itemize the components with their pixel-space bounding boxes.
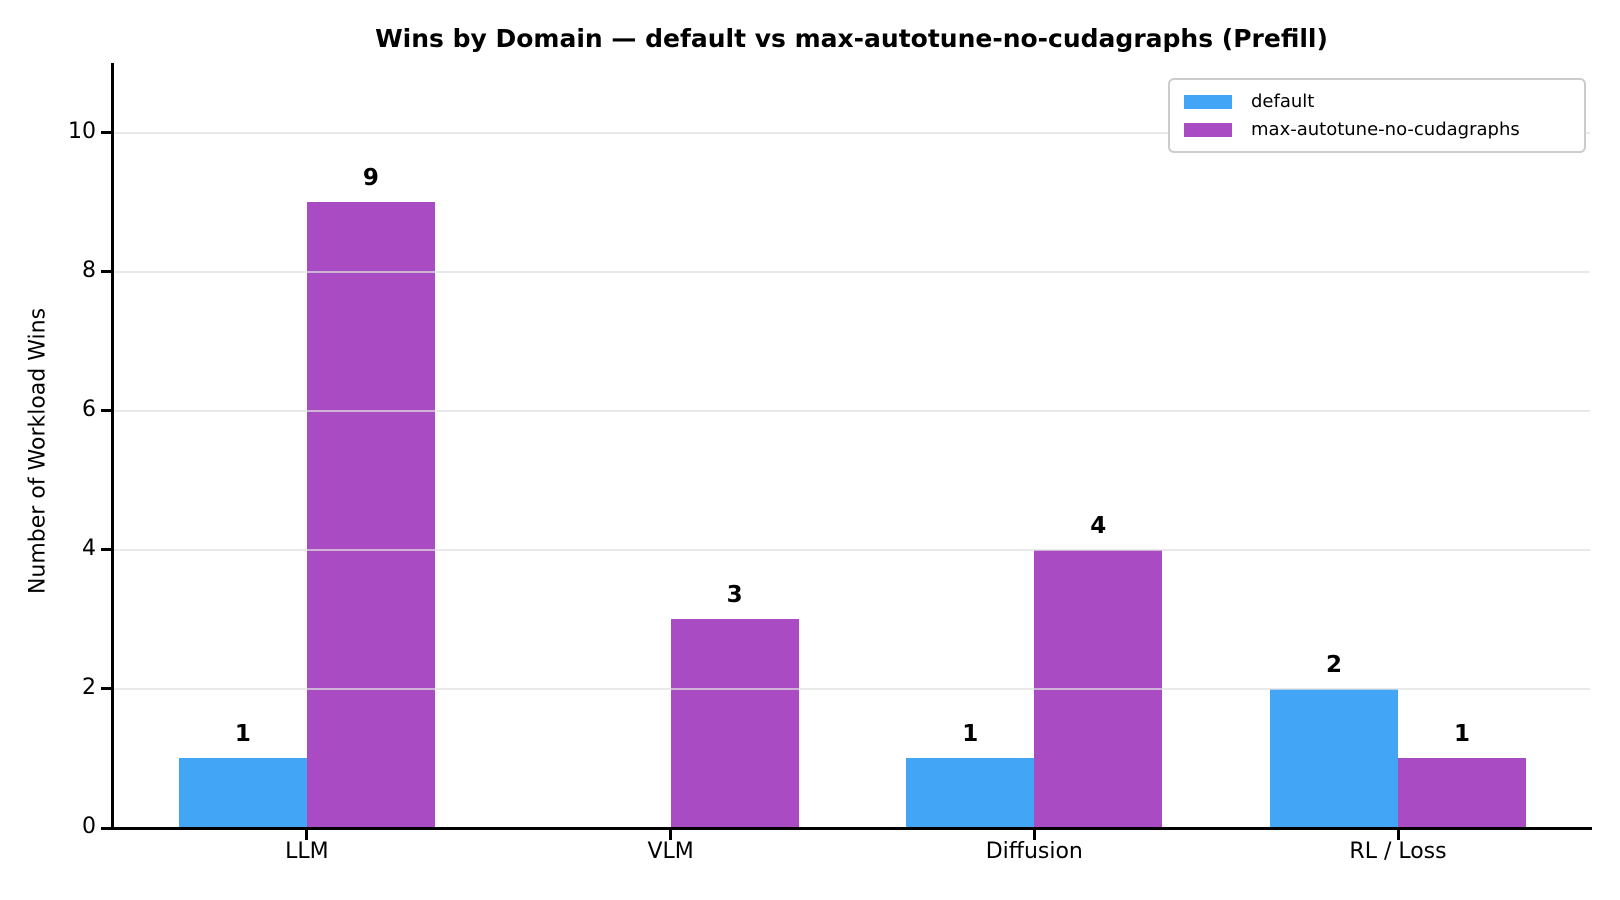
y-tick-label-6: 6 (82, 396, 96, 422)
x-tick-label-0: LLM (285, 839, 329, 864)
bar-max-autotune-no-cudagraphs-vlm (670, 619, 799, 828)
legend-label-max-autotune-no-cudagraphs: max-autotune-no-cudagraphs (1251, 119, 1520, 140)
gridline-y-10 (114, 131, 1590, 134)
bar-value-label: 1 (962, 721, 979, 748)
bar-max-autotune-no-cudagraphs-rl-loss (1398, 758, 1527, 828)
bar-max-autotune-no-cudagraphs-llm (306, 202, 435, 828)
y-tick-mark-8 (101, 270, 111, 274)
gridline-y-2 (114, 687, 1590, 690)
y-tick-mark-10 (101, 131, 111, 135)
y-tick-label-10: 10 (68, 118, 96, 144)
y-tick-mark-2 (101, 687, 111, 691)
y-tick-mark-6 (101, 409, 111, 413)
x-tick-label-3: RL / Loss (1349, 839, 1447, 864)
legend-swatch-max-autotune-no-cudagraphs (1184, 122, 1232, 137)
y-tick-label-0: 0 (82, 814, 96, 839)
bar-default-rl-loss (1270, 688, 1399, 828)
bar-value-label: 1 (234, 721, 251, 748)
bar-default-llm (178, 758, 307, 828)
x-tick-mark-0 (305, 830, 309, 840)
x-tick-mark-3 (1396, 830, 1400, 840)
y-tick-label-2: 2 (82, 674, 96, 700)
gridline-y-6 (114, 409, 1590, 412)
y-axis-spine (111, 63, 114, 830)
gridline-y-4 (114, 548, 1590, 551)
x-tick-mark-1 (669, 830, 673, 840)
y-tick-label-8: 8 (82, 257, 96, 283)
x-tick-label-2: Diffusion (985, 839, 1083, 864)
y-tick-mark-4 (101, 548, 111, 552)
legend-label-default: default (1251, 91, 1315, 112)
bar-value-label: 4 (1090, 512, 1107, 539)
bar-value-label: 9 (362, 165, 379, 192)
bar-value-label: 2 (1326, 651, 1343, 678)
chart-title: Wins by Domain — default vs max-autotune… (375, 24, 1328, 53)
gridline-y-8 (114, 270, 1590, 273)
bar-value-label: 3 (726, 582, 743, 609)
x-tick-label-1: VLM (647, 839, 694, 864)
y-tick-mark-0 (101, 826, 111, 830)
legend: default max-autotune-no-cudagraphs (1168, 78, 1586, 153)
y-tick-label-4: 4 (82, 535, 96, 561)
legend-swatch-default (1184, 94, 1232, 109)
legend-item-max-autotune-no-cudagraphs: max-autotune-no-cudagraphs (1184, 119, 1584, 140)
legend-item-default: default (1184, 91, 1584, 112)
bar-value-label: 1 (1454, 721, 1471, 748)
x-tick-mark-2 (1032, 830, 1036, 840)
x-axis-spine (111, 827, 1592, 830)
bar-default-diffusion (906, 758, 1035, 828)
